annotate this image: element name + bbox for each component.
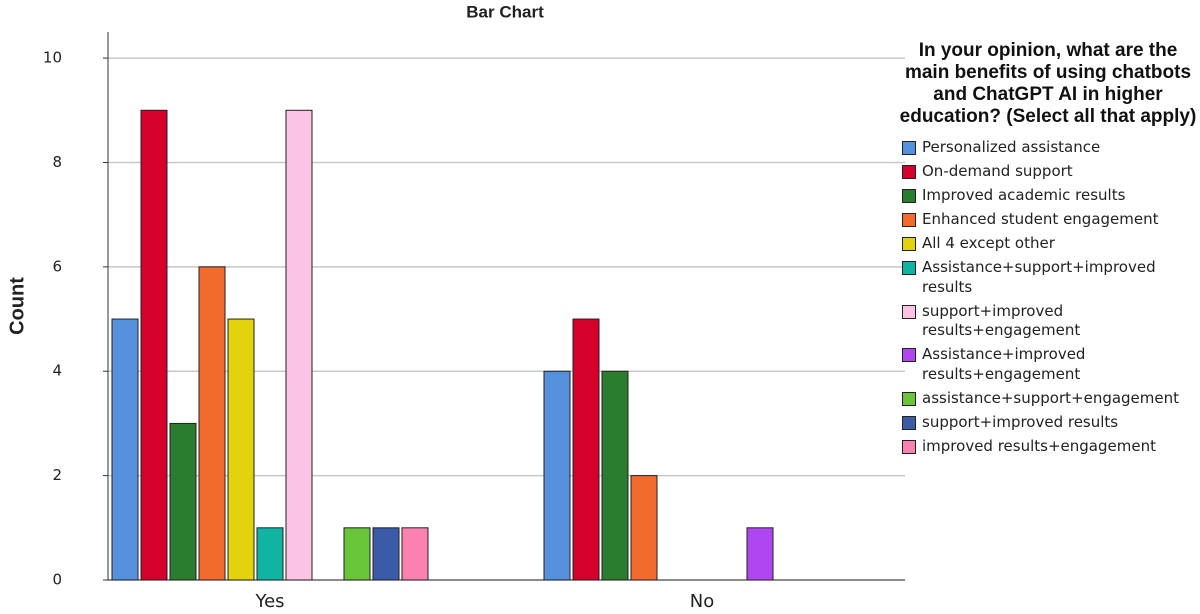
legend-label: improved results+engagement xyxy=(922,436,1156,455)
legend-item: All 4 except other xyxy=(898,234,1198,254)
x-tick-label: Yes xyxy=(254,591,284,612)
legend-swatch xyxy=(902,348,916,362)
legend-label: Assistance+improved results+engagement xyxy=(922,345,1086,383)
legend-swatch xyxy=(902,391,916,406)
legend-label: All 4 except other xyxy=(922,234,1055,252)
legend-swatch xyxy=(902,237,916,251)
x-tick-label: No xyxy=(690,591,714,612)
legend-label: Assistance+support+improved results xyxy=(922,258,1156,296)
legend-swatch xyxy=(902,165,916,179)
legend-swatch xyxy=(902,141,916,155)
legend-label: Improved academic results xyxy=(922,186,1126,204)
bar xyxy=(572,318,600,581)
legend-title: In your opinion, what are the main benef… xyxy=(899,40,1197,127)
legend-item: assistance+support+engagement xyxy=(898,389,1198,409)
bar xyxy=(256,527,284,581)
y-tick-label: 6 xyxy=(52,257,62,275)
legend-swatch xyxy=(902,415,916,430)
legend-swatch xyxy=(902,304,916,319)
bar xyxy=(198,266,226,581)
bar xyxy=(140,109,168,581)
bar xyxy=(543,370,571,581)
legend-label: support+improved results+engagement xyxy=(922,301,1081,340)
legend-item: support+improved results+engagement xyxy=(898,302,1198,341)
legend-item: improved results+engagement xyxy=(898,437,1198,457)
y-axis-label: Count xyxy=(6,277,28,335)
legend-item: Personalized assistance xyxy=(898,138,1198,158)
legend-label: Enhanced student engagement xyxy=(922,210,1159,228)
legend-item: Enhanced student engagement xyxy=(898,210,1198,230)
bar xyxy=(401,527,429,581)
bar xyxy=(630,475,658,581)
bar xyxy=(746,527,774,581)
y-tick-label: 8 xyxy=(52,153,62,171)
legend: In your opinion, what are the main benef… xyxy=(898,40,1198,461)
legend-item: Assistance+support+improved results xyxy=(898,258,1198,297)
y-tick-label: 4 xyxy=(52,362,62,380)
chart-title: Bar Chart xyxy=(466,2,544,21)
legend-swatch xyxy=(902,439,916,454)
bar xyxy=(111,318,139,581)
legend-swatch xyxy=(902,213,916,227)
legend-label: Personalized assistance xyxy=(922,138,1101,156)
legend-label: On-demand support xyxy=(922,162,1073,180)
y-tick-label: 2 xyxy=(52,466,62,484)
legend-swatch xyxy=(902,189,916,203)
y-tick-label: 10 xyxy=(43,49,62,67)
legend-item: Assistance+improved results+engagement xyxy=(898,345,1198,384)
legend-item: support+improved results xyxy=(898,413,1198,433)
bar xyxy=(372,527,400,581)
y-tick-label: 0 xyxy=(52,571,62,589)
bar xyxy=(169,422,197,581)
legend-swatch xyxy=(902,261,916,275)
bar xyxy=(285,109,313,581)
legend-item: Improved academic results xyxy=(898,186,1198,206)
bar xyxy=(343,527,371,581)
bar xyxy=(601,370,629,581)
legend-item: On-demand support xyxy=(898,162,1198,182)
legend-label: assistance+support+engagement xyxy=(922,388,1180,407)
legend-label: support+improved results xyxy=(922,412,1119,431)
bar xyxy=(227,318,255,581)
